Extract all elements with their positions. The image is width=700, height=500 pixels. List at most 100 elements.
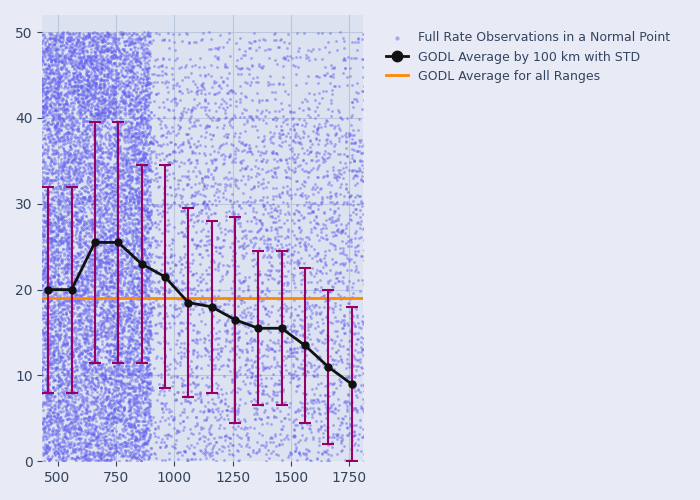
Full Rate Observations in a Normal Point <box>178 232 190 239</box>
Full Rate Observations in a Normal Point <box>125 311 136 319</box>
Full Rate Observations in a Normal Point <box>44 274 55 281</box>
Full Rate Observations in a Normal Point <box>130 115 141 123</box>
Full Rate Observations in a Normal Point <box>76 254 88 262</box>
Full Rate Observations in a Normal Point <box>124 84 135 92</box>
Full Rate Observations in a Normal Point <box>55 406 66 414</box>
Full Rate Observations in a Normal Point <box>290 421 301 429</box>
Full Rate Observations in a Normal Point <box>355 224 366 232</box>
Full Rate Observations in a Normal Point <box>85 345 97 353</box>
Full Rate Observations in a Normal Point <box>97 397 108 405</box>
Full Rate Observations in a Normal Point <box>92 364 104 372</box>
Full Rate Observations in a Normal Point <box>139 165 150 173</box>
Full Rate Observations in a Normal Point <box>64 200 76 207</box>
Full Rate Observations in a Normal Point <box>142 110 153 118</box>
Full Rate Observations in a Normal Point <box>90 440 101 448</box>
Full Rate Observations in a Normal Point <box>121 350 132 358</box>
Full Rate Observations in a Normal Point <box>347 208 358 216</box>
Full Rate Observations in a Normal Point <box>88 36 99 44</box>
Full Rate Observations in a Normal Point <box>46 75 57 83</box>
Full Rate Observations in a Normal Point <box>136 376 147 384</box>
Full Rate Observations in a Normal Point <box>84 349 95 357</box>
Full Rate Observations in a Normal Point <box>107 352 118 360</box>
Full Rate Observations in a Normal Point <box>271 218 282 226</box>
Full Rate Observations in a Normal Point <box>162 104 174 112</box>
Full Rate Observations in a Normal Point <box>125 334 136 342</box>
Full Rate Observations in a Normal Point <box>91 254 102 262</box>
Full Rate Observations in a Normal Point <box>97 327 108 335</box>
Full Rate Observations in a Normal Point <box>52 315 64 323</box>
Full Rate Observations in a Normal Point <box>74 54 85 62</box>
Full Rate Observations in a Normal Point <box>113 286 124 294</box>
Full Rate Observations in a Normal Point <box>113 300 124 308</box>
Full Rate Observations in a Normal Point <box>244 147 255 155</box>
Full Rate Observations in a Normal Point <box>127 216 138 224</box>
Full Rate Observations in a Normal Point <box>163 159 174 167</box>
Full Rate Observations in a Normal Point <box>148 364 160 372</box>
Full Rate Observations in a Normal Point <box>85 281 97 289</box>
Full Rate Observations in a Normal Point <box>113 376 124 384</box>
Full Rate Observations in a Normal Point <box>79 434 90 442</box>
Full Rate Observations in a Normal Point <box>102 313 113 321</box>
Full Rate Observations in a Normal Point <box>139 99 150 107</box>
Full Rate Observations in a Normal Point <box>200 240 211 248</box>
Full Rate Observations in a Normal Point <box>125 348 136 356</box>
Full Rate Observations in a Normal Point <box>43 380 55 388</box>
Full Rate Observations in a Normal Point <box>92 169 104 177</box>
Full Rate Observations in a Normal Point <box>265 212 276 220</box>
Full Rate Observations in a Normal Point <box>160 304 171 312</box>
Full Rate Observations in a Normal Point <box>99 183 111 191</box>
Full Rate Observations in a Normal Point <box>84 177 95 185</box>
Full Rate Observations in a Normal Point <box>359 82 370 90</box>
Full Rate Observations in a Normal Point <box>289 432 300 440</box>
Full Rate Observations in a Normal Point <box>70 258 81 266</box>
Full Rate Observations in a Normal Point <box>106 224 118 232</box>
Full Rate Observations in a Normal Point <box>239 425 250 433</box>
Full Rate Observations in a Normal Point <box>124 304 135 312</box>
Full Rate Observations in a Normal Point <box>56 224 67 232</box>
Full Rate Observations in a Normal Point <box>64 308 76 316</box>
Full Rate Observations in a Normal Point <box>108 223 119 231</box>
Full Rate Observations in a Normal Point <box>73 277 84 285</box>
Full Rate Observations in a Normal Point <box>63 76 74 84</box>
Full Rate Observations in a Normal Point <box>52 191 64 199</box>
Full Rate Observations in a Normal Point <box>104 257 116 265</box>
Full Rate Observations in a Normal Point <box>46 158 57 166</box>
Full Rate Observations in a Normal Point <box>312 103 323 111</box>
Full Rate Observations in a Normal Point <box>92 28 103 36</box>
Full Rate Observations in a Normal Point <box>244 44 256 52</box>
Full Rate Observations in a Normal Point <box>139 206 150 214</box>
Full Rate Observations in a Normal Point <box>79 225 90 233</box>
Full Rate Observations in a Normal Point <box>38 324 50 332</box>
Full Rate Observations in a Normal Point <box>90 265 101 273</box>
Full Rate Observations in a Normal Point <box>113 272 125 280</box>
Full Rate Observations in a Normal Point <box>288 426 300 434</box>
Full Rate Observations in a Normal Point <box>64 379 75 387</box>
Full Rate Observations in a Normal Point <box>120 358 131 366</box>
Full Rate Observations in a Normal Point <box>222 314 233 322</box>
Full Rate Observations in a Normal Point <box>130 442 141 450</box>
Full Rate Observations in a Normal Point <box>85 422 97 430</box>
Full Rate Observations in a Normal Point <box>54 74 65 82</box>
Full Rate Observations in a Normal Point <box>44 218 55 226</box>
Full Rate Observations in a Normal Point <box>134 253 145 261</box>
Full Rate Observations in a Normal Point <box>133 154 144 162</box>
Full Rate Observations in a Normal Point <box>145 210 156 218</box>
Full Rate Observations in a Normal Point <box>306 140 317 148</box>
Full Rate Observations in a Normal Point <box>303 168 314 175</box>
Full Rate Observations in a Normal Point <box>52 94 63 102</box>
GODL Average by 100 km with STD <box>44 286 52 292</box>
Full Rate Observations in a Normal Point <box>143 224 154 232</box>
Full Rate Observations in a Normal Point <box>338 316 349 324</box>
Full Rate Observations in a Normal Point <box>104 380 116 388</box>
Full Rate Observations in a Normal Point <box>185 310 196 318</box>
Full Rate Observations in a Normal Point <box>132 57 144 65</box>
Full Rate Observations in a Normal Point <box>189 450 200 458</box>
Full Rate Observations in a Normal Point <box>75 219 86 227</box>
Full Rate Observations in a Normal Point <box>106 184 118 192</box>
Full Rate Observations in a Normal Point <box>81 404 92 412</box>
Full Rate Observations in a Normal Point <box>122 328 134 336</box>
Full Rate Observations in a Normal Point <box>305 362 316 370</box>
Full Rate Observations in a Normal Point <box>57 177 69 185</box>
Full Rate Observations in a Normal Point <box>46 263 57 271</box>
Full Rate Observations in a Normal Point <box>81 130 92 138</box>
